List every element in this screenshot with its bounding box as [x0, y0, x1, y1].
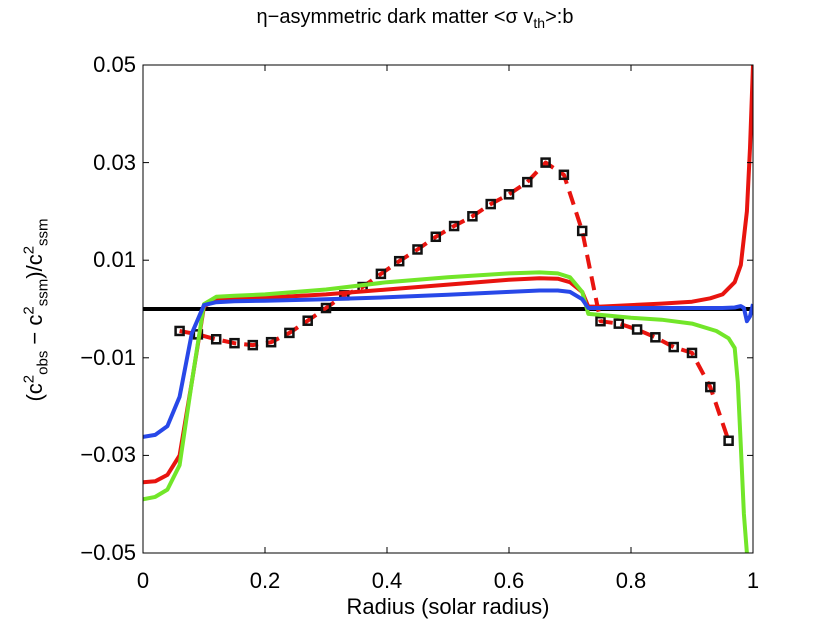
- y-tick-label: 0.03: [93, 149, 136, 175]
- x-tick-label: 0.4: [371, 568, 403, 593]
- title-prefix: η−asymmetric dark matter <σ v: [256, 6, 534, 28]
- data-point-marker: [265, 336, 277, 348]
- data-point-marker: [320, 302, 332, 314]
- data-point-marker: [503, 189, 515, 200]
- data-point-marker: [723, 435, 734, 447]
- plot-frame: [142, 64, 754, 554]
- y-tick-label: −0.01: [80, 344, 136, 370]
- data-point-marker: [485, 198, 496, 210]
- x-tick-label: 0.8: [615, 568, 647, 593]
- y-tick-label: −0.03: [80, 442, 136, 468]
- data-point-marker: [576, 225, 588, 237]
- data-point-marker: [631, 324, 643, 335]
- data-point-marker: [412, 244, 423, 255]
- data-point-marker: [558, 169, 570, 181]
- title-suffix: >:b: [545, 6, 574, 28]
- y-tick-label: 0.01: [93, 247, 136, 273]
- data-point-marker: [595, 315, 606, 327]
- data-point-marker: [302, 315, 313, 326]
- data-point-marker: [229, 337, 240, 349]
- data-point-marker: [174, 325, 185, 337]
- series-line-2: [143, 65, 753, 485]
- chart-title: η−asymmetric dark matter <σ vth>:b: [0, 6, 830, 31]
- data-point-marker: [686, 347, 698, 359]
- data-point-marker: [393, 255, 405, 267]
- data-point-marker: [705, 381, 716, 393]
- x-axis-label: Radius (solar radius): [346, 594, 550, 619]
- data-point-marker: [668, 341, 679, 353]
- data-point-marker: [430, 231, 442, 243]
- y-axis-label: (c2obs − c2ssm)/c2ssm: [20, 218, 52, 402]
- data-point-marker: [522, 176, 533, 188]
- y-tick-label: −0.05: [80, 540, 136, 565]
- data-point-marker: [448, 220, 460, 232]
- series-line-1: [179, 160, 731, 442]
- x-tick-label: 1: [746, 568, 760, 593]
- data-point-marker: [540, 157, 551, 168]
- x-tick-label: 0.6: [493, 568, 525, 593]
- data-point-marker: [650, 332, 661, 343]
- data-point-marker: [284, 327, 295, 339]
- data-point-marker: [375, 268, 387, 280]
- series-line-3: [143, 270, 749, 553]
- data-point-marker: [613, 318, 625, 329]
- series-line-4: [143, 288, 753, 439]
- data-point-marker: [210, 334, 222, 345]
- data-point-marker: [467, 211, 478, 222]
- y-tick-label: 0.05: [93, 52, 136, 77]
- x-tick-label: 0: [136, 568, 150, 593]
- x-tick-label: 0.2: [249, 568, 281, 593]
- data-point-marker: [247, 339, 259, 351]
- title-sub: th: [533, 15, 546, 31]
